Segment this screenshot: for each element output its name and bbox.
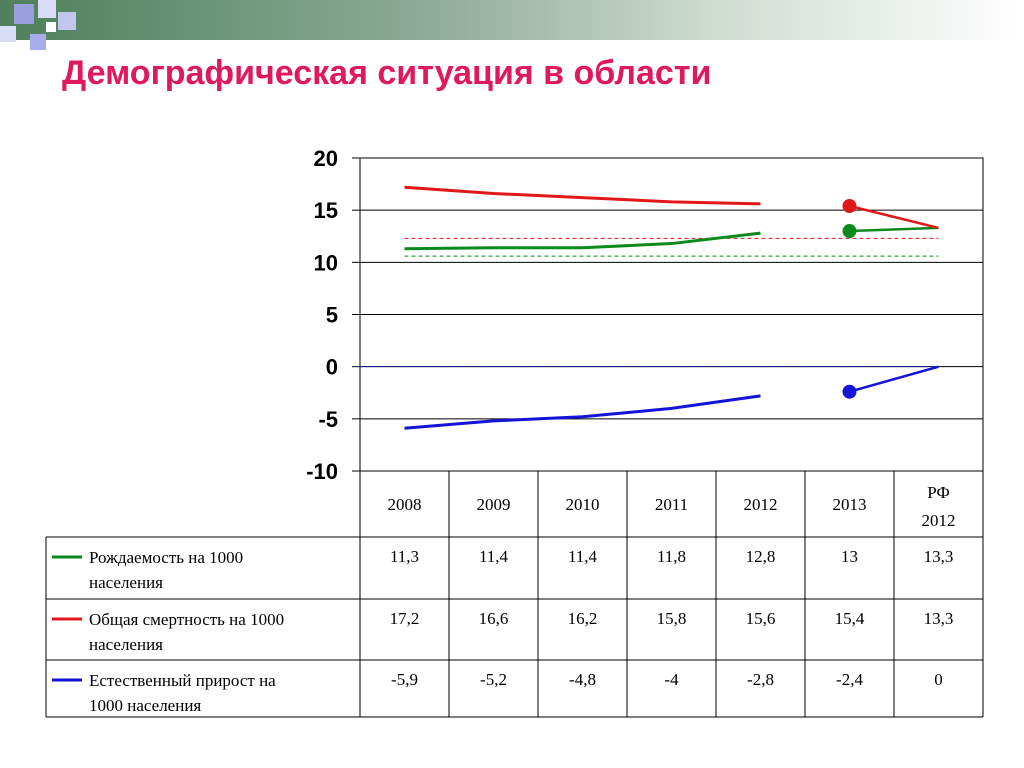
- page-title: Демографическая ситуация в области: [62, 54, 712, 92]
- table-cell-value: 15,4: [835, 609, 865, 628]
- data-point-2013: [842, 198, 857, 213]
- y-tick-label: 0: [326, 355, 338, 380]
- table-cell-value: -4,8: [569, 670, 596, 689]
- table-cell-value: -4: [664, 670, 679, 689]
- y-tick-label: 20: [314, 146, 338, 171]
- decor-square: [46, 22, 56, 32]
- table-cell-value: 16,2: [568, 609, 598, 628]
- series-line: [404, 394, 761, 430]
- table-cell-value: 11,4: [568, 547, 598, 566]
- legend-label: населения: [89, 635, 163, 654]
- table-cell-value: -2,4: [836, 670, 863, 689]
- table-cell-value: 11,8: [657, 547, 686, 566]
- x-category-label: 2009: [477, 495, 511, 514]
- table-cell-value: 12,8: [746, 547, 776, 566]
- table-cell-value: 11,3: [390, 547, 419, 566]
- table-cell-value: 13: [841, 547, 858, 566]
- legend-label: населения: [89, 573, 163, 592]
- top-decor-band: [0, 0, 1024, 40]
- y-tick-label: 5: [326, 303, 338, 328]
- x-category-label: 2012: [922, 511, 956, 530]
- table-cell-value: 15,8: [657, 609, 687, 628]
- decor-square: [14, 4, 34, 24]
- series-line-2013: [849, 204, 939, 230]
- series-line: [404, 185, 761, 206]
- y-tick-label: -10: [306, 459, 338, 484]
- x-category-label: РФ: [927, 483, 950, 502]
- x-category-label: 2008: [388, 495, 422, 514]
- table-cell-value: 13,3: [924, 547, 954, 566]
- x-category-label: 2011: [655, 495, 688, 514]
- y-tick-label: 15: [314, 198, 338, 223]
- table-cell-value: -5,2: [480, 670, 507, 689]
- legend-label: Общая смертность на 1000: [89, 610, 284, 629]
- series-line-2013: [849, 226, 939, 233]
- table-cell-value: 17,2: [390, 609, 420, 628]
- decor-square: [30, 34, 46, 50]
- decor-square: [0, 26, 16, 42]
- series-line: [404, 231, 761, 251]
- table-cell-value: 15,6: [746, 609, 776, 628]
- decor-square: [38, 0, 56, 18]
- series-line-2013: [849, 365, 939, 393]
- table-cell-value: 0: [934, 670, 943, 689]
- data-point-2013: [842, 384, 857, 399]
- x-category-label: 2013: [833, 495, 867, 514]
- table-cell-value: 13,3: [924, 609, 954, 628]
- x-category-label: 2010: [566, 495, 600, 514]
- decor-square: [58, 12, 76, 30]
- legend-label: Естественный прирост на: [89, 671, 276, 690]
- y-tick-label: 10: [314, 250, 338, 275]
- legend-label: Рождаемость на 1000: [89, 548, 243, 567]
- x-category-label: 2012: [744, 495, 778, 514]
- table-cell-value: -2,8: [747, 670, 774, 689]
- y-tick-label: -5: [318, 407, 338, 432]
- table-cell-value: 16,6: [479, 609, 509, 628]
- table-cell-value: -5,9: [391, 670, 418, 689]
- legend-label: 1000 населения: [89, 696, 201, 715]
- data-point-2013: [842, 224, 857, 239]
- table-cell-value: 11,4: [479, 547, 509, 566]
